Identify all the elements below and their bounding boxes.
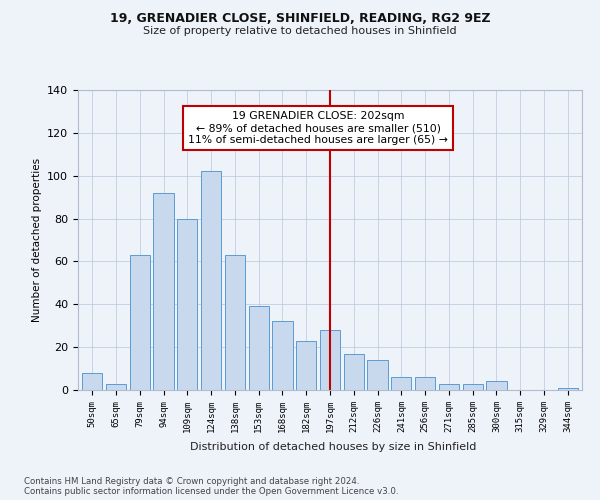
- Text: 19 GRENADIER CLOSE: 202sqm
← 89% of detached houses are smaller (510)
11% of sem: 19 GRENADIER CLOSE: 202sqm ← 89% of deta…: [188, 112, 448, 144]
- Bar: [177, 218, 197, 390]
- Y-axis label: Number of detached properties: Number of detached properties: [32, 158, 41, 322]
- Bar: [201, 172, 221, 390]
- Bar: [154, 193, 173, 390]
- Bar: [130, 255, 150, 390]
- Text: Size of property relative to detached houses in Shinfield: Size of property relative to detached ho…: [143, 26, 457, 36]
- Text: Contains HM Land Registry data © Crown copyright and database right 2024.: Contains HM Land Registry data © Crown c…: [24, 478, 359, 486]
- Bar: [320, 330, 340, 390]
- Bar: [225, 255, 245, 390]
- Bar: [439, 384, 459, 390]
- Text: Contains public sector information licensed under the Open Government Licence v3: Contains public sector information licen…: [24, 488, 398, 496]
- Bar: [272, 322, 293, 390]
- Bar: [487, 382, 506, 390]
- Bar: [344, 354, 364, 390]
- Bar: [391, 377, 412, 390]
- Bar: [557, 388, 578, 390]
- Bar: [106, 384, 126, 390]
- Bar: [82, 373, 103, 390]
- Bar: [296, 340, 316, 390]
- Bar: [248, 306, 269, 390]
- Bar: [415, 377, 435, 390]
- Bar: [367, 360, 388, 390]
- Text: Distribution of detached houses by size in Shinfield: Distribution of detached houses by size …: [190, 442, 476, 452]
- Bar: [463, 384, 483, 390]
- Text: 19, GRENADIER CLOSE, SHINFIELD, READING, RG2 9EZ: 19, GRENADIER CLOSE, SHINFIELD, READING,…: [110, 12, 490, 26]
